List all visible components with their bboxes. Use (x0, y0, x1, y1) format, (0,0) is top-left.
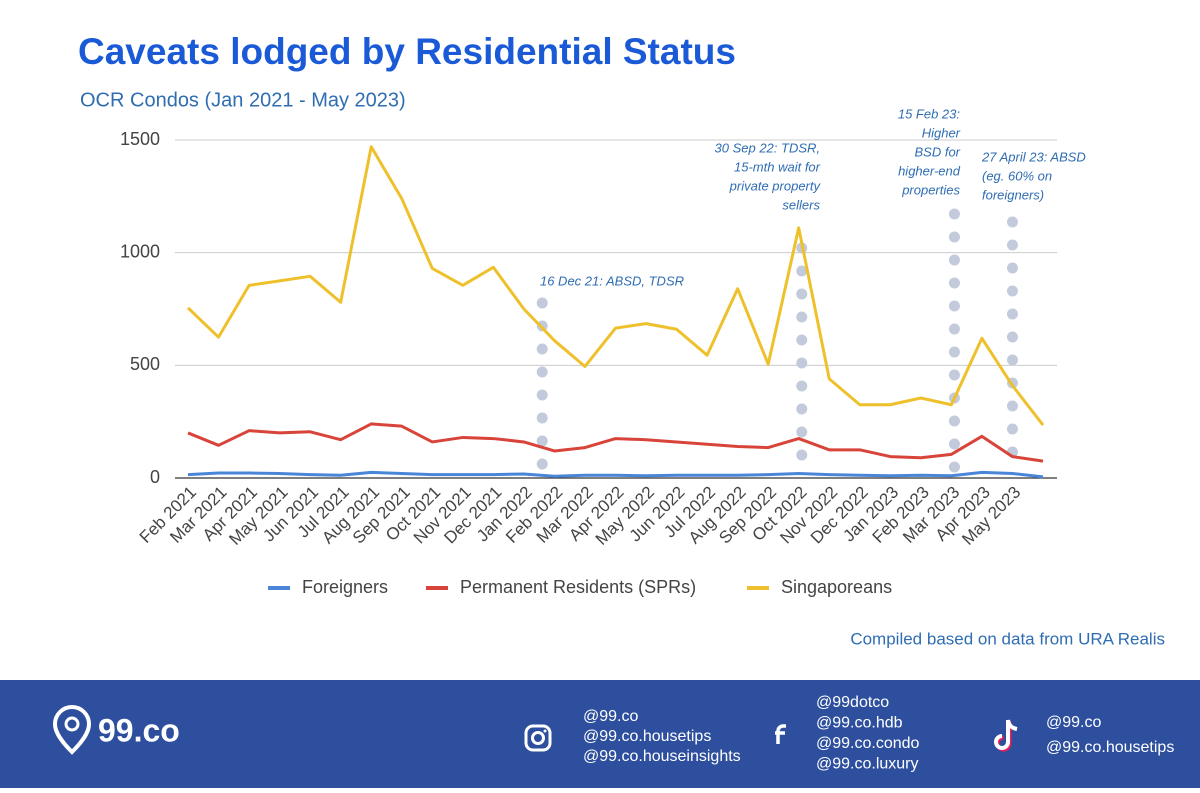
annotation-marker (948, 300, 960, 312)
facebook-handle: @99.co.condo (816, 735, 920, 752)
annotation-marker (1006, 354, 1018, 366)
series-line (187, 470, 1044, 479)
annotation-text: 16 Dec 21: ABSD, TDSR (540, 273, 684, 288)
tiktok-handle: @99.co.housetips (1046, 739, 1174, 756)
annotation-marker (796, 288, 808, 300)
annotation-marker (796, 265, 808, 277)
annotation-marker (1006, 216, 1018, 228)
annotation-marker (1006, 239, 1018, 251)
series-line (187, 422, 1044, 463)
legend-label: Foreigners (302, 577, 388, 597)
annotation-marker (536, 412, 548, 424)
tiktok-handle: @99.co (1046, 714, 1101, 731)
series-line (186, 145, 1045, 426)
annotation-text: sellers (782, 197, 820, 212)
annotation-marker (1006, 331, 1018, 343)
annotation-marker (796, 426, 808, 438)
annotation-text: BSD for (914, 144, 960, 159)
annotation-marker (948, 369, 960, 381)
y-tick-label: 1000 (120, 241, 160, 261)
annotation-text: private property (729, 178, 822, 193)
legend-label: Permanent Residents (SPRs) (460, 577, 696, 597)
annotation-marker (948, 346, 960, 358)
annotation-text: 15-mth wait for (734, 159, 821, 174)
annotation-marker (796, 357, 808, 369)
instagram-handle: @99.co.housetips (583, 728, 711, 745)
y-tick-label: 1500 (120, 129, 160, 149)
footer-band (0, 680, 1200, 788)
annotation-marker (536, 343, 548, 355)
annotation-marker (948, 208, 960, 220)
facebook-handle: @99.co.luxury (816, 756, 919, 773)
annotation-marker (536, 435, 548, 447)
annotation-marker (948, 277, 960, 289)
annotation-marker (796, 334, 808, 346)
annotation-text: properties (901, 182, 960, 197)
annotation-marker (948, 438, 960, 450)
annotation-text: higher-end (898, 163, 961, 178)
annotation-marker (1006, 400, 1018, 412)
annotation-text: foreigners) (982, 187, 1044, 202)
annotation-marker (536, 366, 548, 378)
annotation-text: 30 Sep 22: TDSR, (715, 140, 821, 155)
annotation-marker (796, 380, 808, 392)
annotation-text: (eg. 60% on (982, 168, 1052, 183)
annotation-marker (948, 254, 960, 266)
annotation-marker (796, 449, 808, 461)
y-tick-label: 500 (130, 354, 160, 374)
annotation-marker (948, 461, 960, 473)
annotation-marker (948, 231, 960, 243)
annotation-text: 15 Feb 23: (898, 106, 961, 121)
instagram-handle: @99.co.houseinsights (583, 748, 741, 765)
annotation-marker (536, 389, 548, 401)
annotation-marker (1006, 308, 1018, 320)
annotation-marker (536, 458, 548, 470)
instagram-icon (524, 724, 552, 752)
facebook-handle: @99dotco (816, 694, 889, 711)
annotation-marker (796, 403, 808, 415)
annotation-marker (536, 297, 548, 309)
legend-label: Singaporeans (781, 577, 892, 597)
annotation-marker (948, 415, 960, 427)
annotation-marker (1006, 285, 1018, 297)
y-tick-label: 0 (150, 467, 160, 487)
facebook-handle: @99.co.hdb (816, 715, 903, 732)
annotation-marker (1006, 262, 1018, 274)
brand-logo (52, 705, 92, 755)
annotation-marker (1006, 423, 1018, 435)
annotation-marker (796, 311, 808, 323)
annotation-text: Higher (922, 125, 961, 140)
annotation-marker (948, 323, 960, 335)
facebook-icon (775, 724, 786, 744)
chart-subtitle: OCR Condos (Jan 2021 - May 2023) (80, 89, 406, 111)
chart-title: Caveats lodged by Residential Status (78, 31, 736, 72)
tiktok-icon (994, 719, 1018, 752)
source-note: Compiled based on data from URA Realis (850, 629, 1165, 648)
instagram-handle: @99.co (583, 708, 638, 725)
annotation-text: 27 April 23: ABSD (981, 149, 1086, 164)
brand-name: 99.co (98, 712, 180, 748)
